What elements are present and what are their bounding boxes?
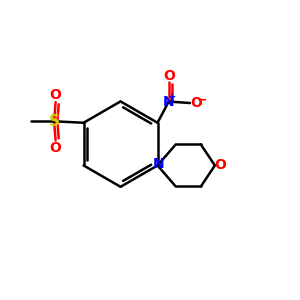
Text: −: − — [197, 94, 208, 106]
Text: O: O — [50, 88, 62, 102]
Text: O: O — [163, 69, 175, 83]
Text: O: O — [214, 158, 226, 172]
Text: S: S — [49, 114, 60, 129]
Text: O: O — [190, 96, 202, 110]
Text: O: O — [50, 141, 62, 155]
Text: N: N — [163, 94, 175, 109]
Text: +: + — [169, 92, 177, 102]
Text: N: N — [153, 157, 165, 171]
